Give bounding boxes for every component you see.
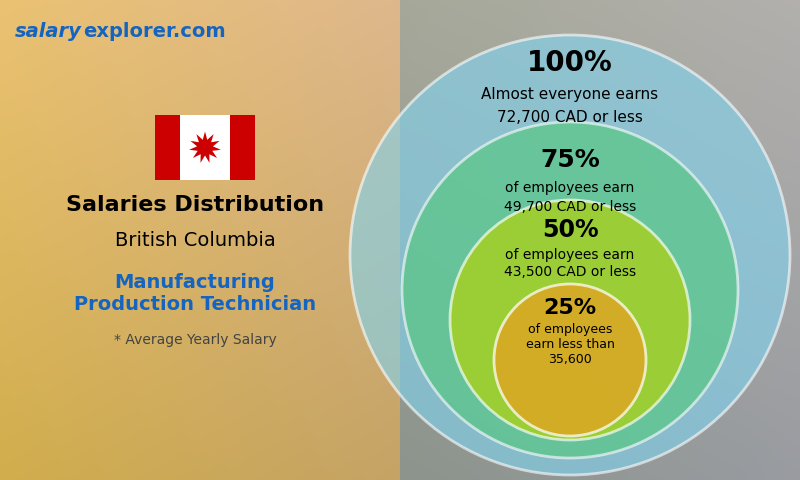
Text: explorer.com: explorer.com xyxy=(83,22,226,41)
Circle shape xyxy=(494,284,646,436)
Text: * Average Yearly Salary: * Average Yearly Salary xyxy=(114,333,276,347)
Text: earn less than: earn less than xyxy=(526,338,614,351)
Text: Manufacturing: Manufacturing xyxy=(114,273,275,291)
Bar xyxy=(230,115,255,180)
Bar xyxy=(155,115,255,180)
Polygon shape xyxy=(189,132,221,163)
Text: of employees earn: of employees earn xyxy=(506,248,634,262)
Text: Almost everyone earns: Almost everyone earns xyxy=(482,87,658,103)
Text: 49,700 CAD or less: 49,700 CAD or less xyxy=(504,200,636,214)
Text: of employees: of employees xyxy=(528,324,612,336)
Text: 35,600: 35,600 xyxy=(548,353,592,367)
Circle shape xyxy=(350,35,790,475)
Text: 43,500 CAD or less: 43,500 CAD or less xyxy=(504,265,636,279)
Circle shape xyxy=(402,122,738,458)
Text: Salaries Distribution: Salaries Distribution xyxy=(66,195,324,215)
Text: 72,700 CAD or less: 72,700 CAD or less xyxy=(497,109,643,124)
Text: 75%: 75% xyxy=(540,148,600,172)
Circle shape xyxy=(450,200,690,440)
Text: British Columbia: British Columbia xyxy=(114,230,275,250)
Bar xyxy=(155,115,180,180)
Text: of employees earn: of employees earn xyxy=(506,181,634,195)
Text: salary: salary xyxy=(15,22,82,41)
Text: 50%: 50% xyxy=(542,218,598,242)
Text: 25%: 25% xyxy=(543,298,597,318)
Text: 100%: 100% xyxy=(527,49,613,77)
Text: Production Technician: Production Technician xyxy=(74,296,316,314)
